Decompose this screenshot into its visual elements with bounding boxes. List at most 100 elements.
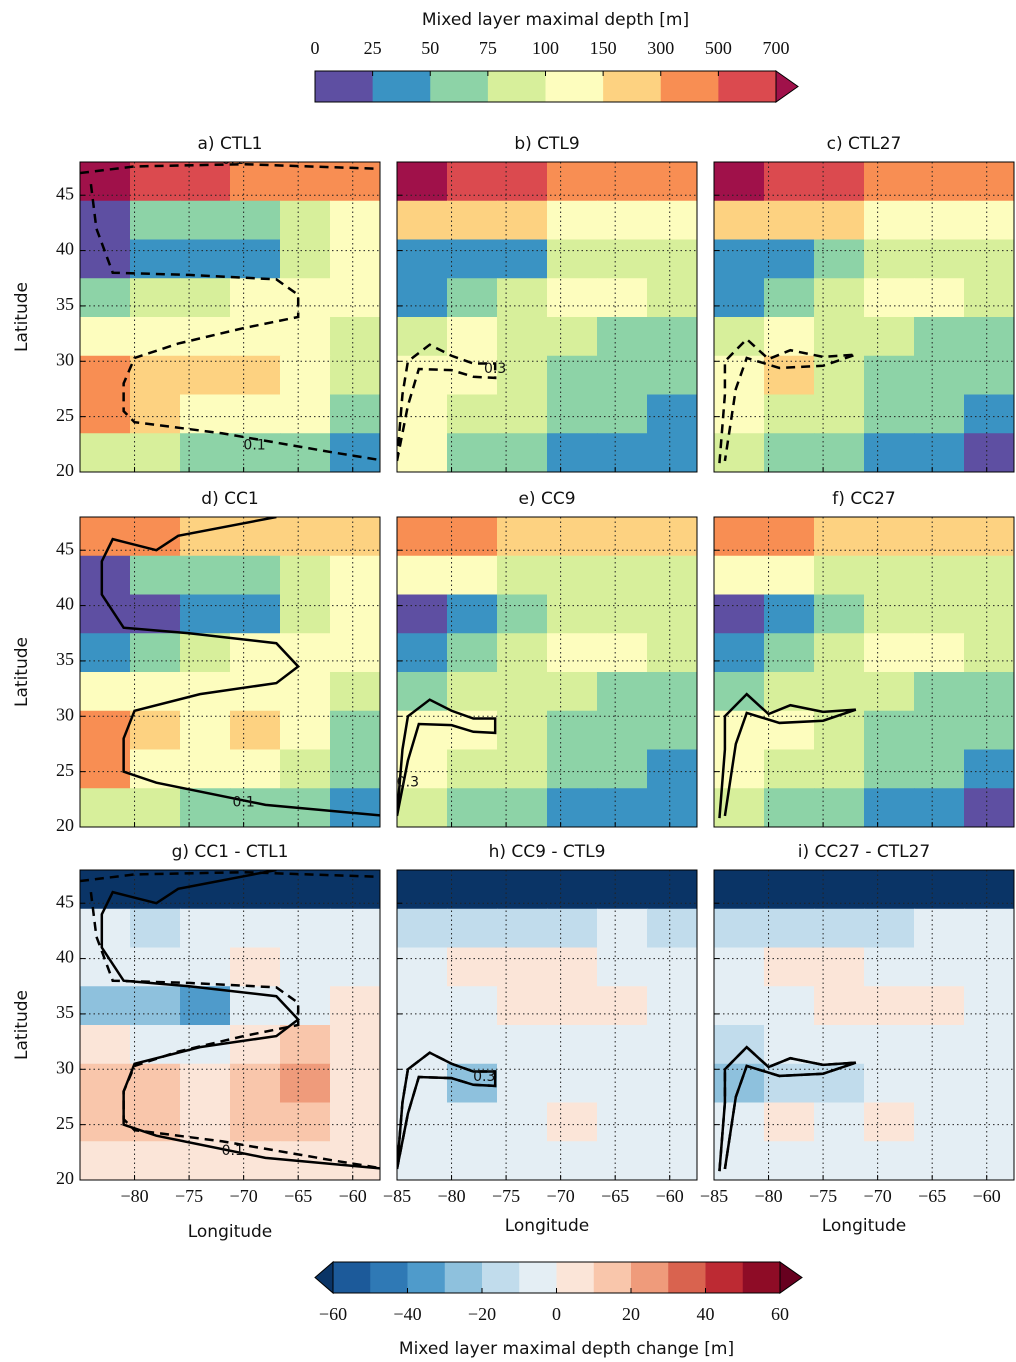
colorbar-swatch [705,1262,744,1293]
field-cell [597,594,648,634]
field-cell [714,908,765,949]
field-cell [764,200,815,241]
field-cell [397,594,448,634]
field-cell [764,162,815,202]
field-cell [180,433,231,472]
field-cell [180,710,231,751]
field-cell [447,278,498,318]
y-tick-label: 20 [56,815,74,835]
field-cell [280,239,331,279]
field-cell [497,555,548,596]
panel-frame [713,516,1015,828]
field-cell [547,1063,598,1104]
colorbar-tick-label: 60 [771,1304,789,1324]
field-cell [764,986,815,1026]
colorbar-tick-label: 100 [532,38,559,58]
field-cell [597,1102,648,1142]
field-cell [447,394,498,434]
colorbar-extend-min [314,1260,334,1295]
colorbar-tick-label: 150 [590,38,617,58]
field-cell [597,1141,648,1180]
colorbar-tick-label: −60 [319,1304,347,1324]
field-cell [864,710,915,751]
field-cell [714,239,765,279]
field-cell [80,672,131,712]
field-cell [647,1063,697,1104]
field-cell [964,710,1014,751]
field-cell [447,517,498,557]
y-axis-label: Latitude [12,990,32,1060]
field-cell [397,355,448,396]
field-cell [547,788,598,827]
field-cell [914,239,965,279]
field-cell [647,1025,697,1065]
panel: 0.3 h) CC9 - CTL9 −85 −80 −75 −70 −65 −60 Longit… [383,842,698,1236]
x-tick-label: −65 [601,1186,629,1206]
y-tick-label: 30 [56,704,74,724]
field-cell [130,633,181,673]
field-cell [397,947,448,987]
field-cell [280,1025,331,1065]
field-cell [230,555,281,596]
x-tick-label: −70 [864,1186,892,1206]
field-cell [80,1025,131,1065]
field-cell [180,749,231,789]
colorbar-extend-max [779,1261,803,1294]
x-tick-label: −70 [547,1186,575,1206]
field-cell [80,239,131,279]
field-cell [497,355,548,396]
field-cell [964,908,1014,949]
colorbar-swatch [315,71,374,102]
field-cell [447,555,498,596]
field-cell [130,594,181,634]
field-cell [914,986,965,1026]
y-tick-label: 45 [56,891,74,911]
field-cell [80,749,131,789]
panel-title: i) CC27 - CTL27 [798,842,930,862]
field-cell [647,672,697,712]
field-cell [447,947,498,987]
field-cell [764,355,815,396]
field-cell [714,672,765,712]
x-axis-label: Longitude [822,1216,907,1236]
field-cell [597,749,648,789]
field-cell [814,1063,865,1104]
field-cell [864,633,915,673]
panel-title: g) CC1 - CTL1 [172,842,289,862]
field-cell [130,555,181,596]
field-cell [647,278,697,318]
field-cell [180,1063,231,1104]
field-cell [497,633,548,673]
panel: 0.1 g) CC1 - CTL1 20 25 30 35 40 45 −80 −75 −70 −65… [12,842,381,1242]
field-cell [814,239,865,279]
field-cell [764,278,815,318]
field-cell [597,672,648,712]
field-cell [714,555,765,596]
field-cell [864,555,915,596]
x-tick-label: −80 [754,1186,782,1206]
x-tick-label: −75 [809,1186,837,1206]
field-cell [814,517,865,557]
field-cell [497,1102,548,1142]
field-cell [864,1025,915,1065]
field-cell [130,162,181,202]
field-cell [814,317,865,357]
x-tick-label: −85 [383,1186,411,1206]
field-cell [130,239,181,279]
field-cell [230,672,281,712]
field-cell [330,394,380,434]
y-tick-label: 35 [56,649,74,669]
field-cell [597,394,648,434]
field-cell [814,433,865,472]
y-tick-label: 45 [56,183,74,203]
field-cell [814,162,865,202]
field-cell [280,278,331,318]
colorbar-tick-label: 700 [763,38,790,58]
field-cell [397,278,448,318]
field-cell [864,1063,915,1104]
contour-line [718,337,857,464]
field-cell [547,986,598,1026]
panel-plot: 0.3 [397,517,697,827]
field-cell [714,317,765,357]
y-tick-label: 40 [56,594,74,614]
